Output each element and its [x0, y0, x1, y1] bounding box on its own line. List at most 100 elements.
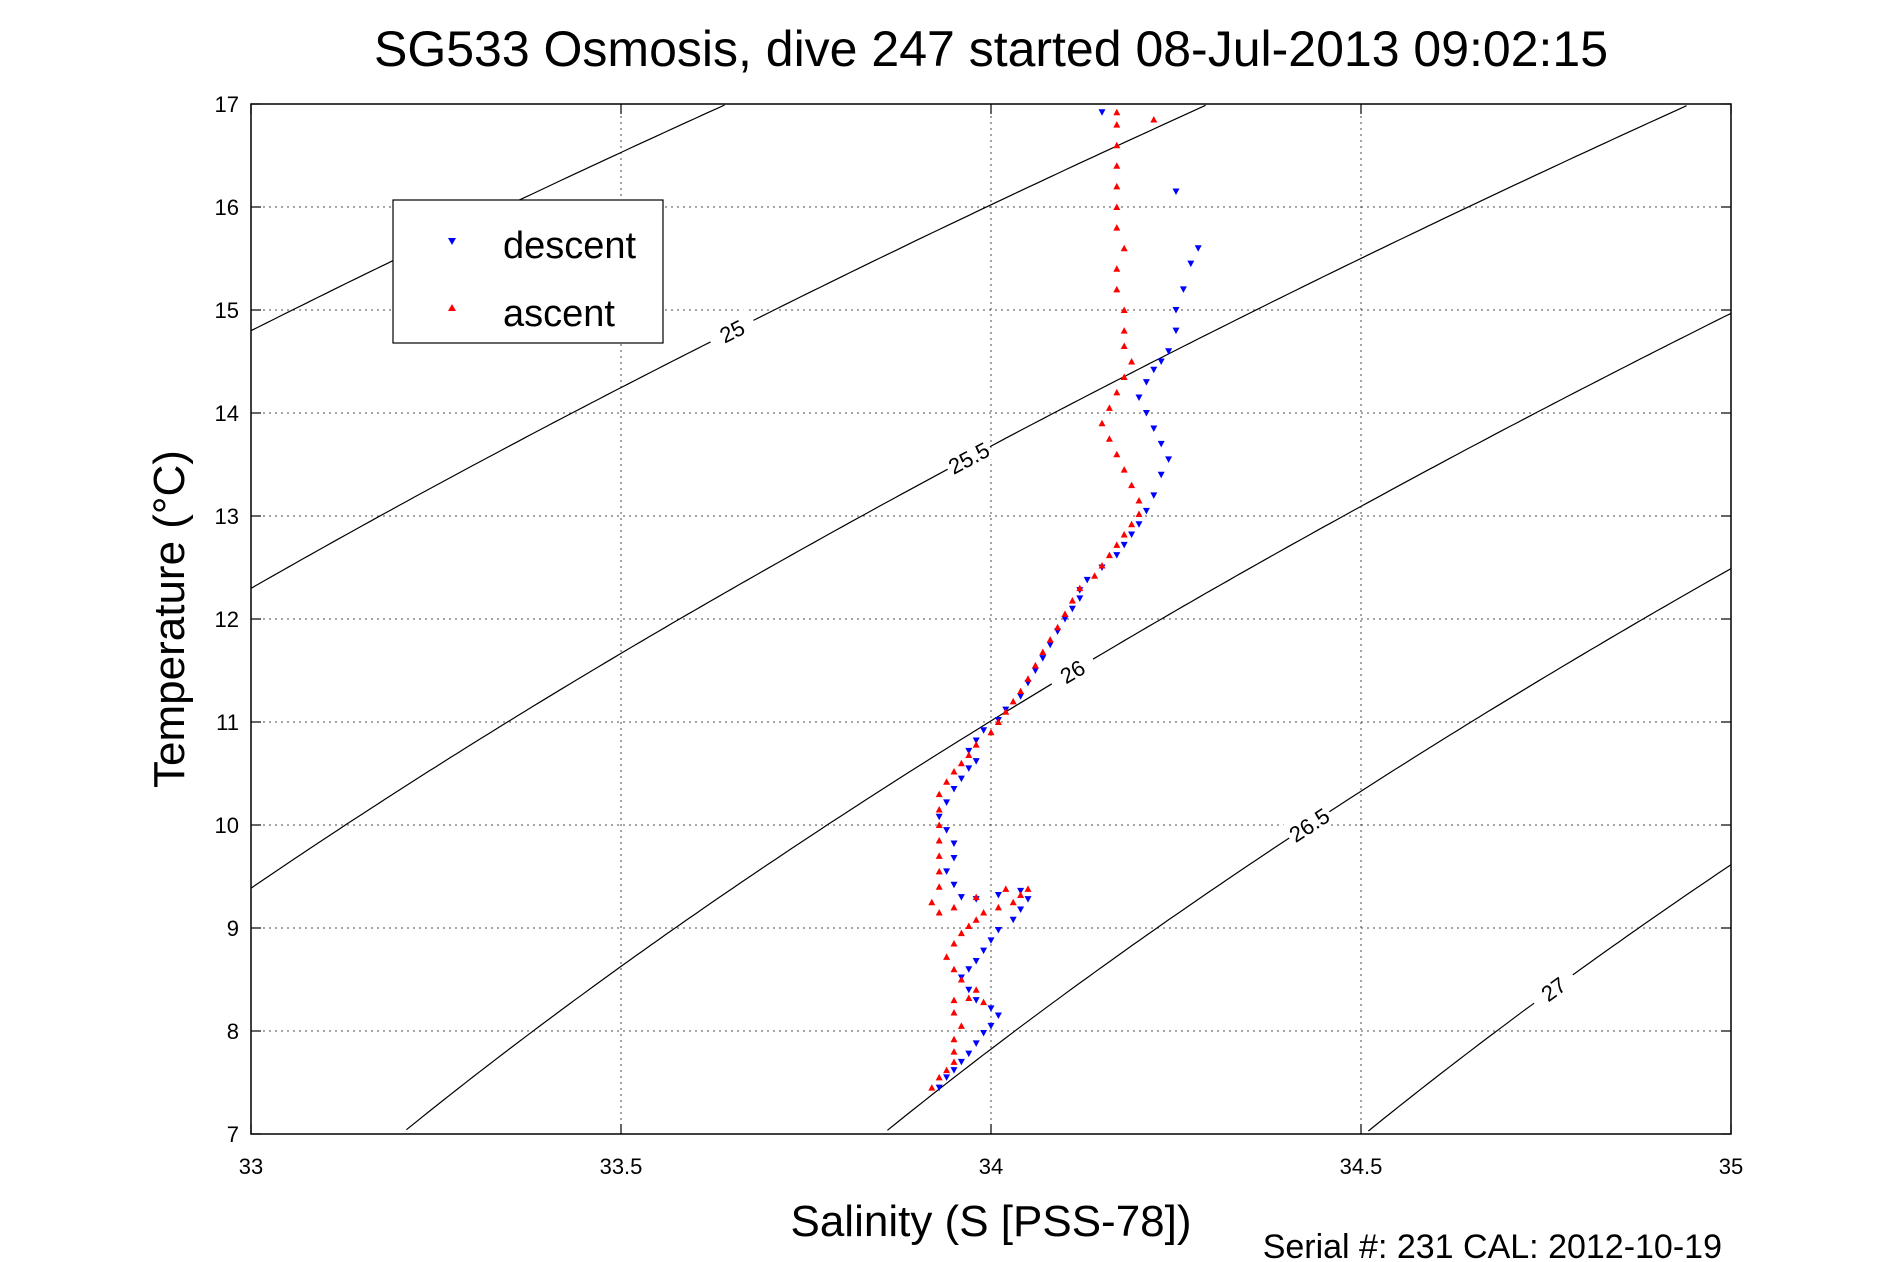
descent-point [1113, 552, 1121, 559]
descent-point [980, 727, 988, 734]
descent-point [1142, 410, 1150, 417]
descent-point [965, 966, 973, 973]
descent-point [1165, 348, 1173, 355]
ascent-point [935, 852, 943, 859]
x-axis-label: Salinity (S [PSS-78]) [790, 1197, 1191, 1246]
ascent-point [1120, 342, 1128, 350]
descent-point [965, 986, 973, 994]
descent-point [950, 1067, 958, 1074]
ascent-point [1098, 561, 1106, 569]
descent-point [1157, 471, 1165, 479]
y-tick-label: 8 [227, 1019, 239, 1044]
ascent-point [1120, 373, 1128, 380]
ascent-point [1135, 510, 1143, 517]
ascent-point [1098, 419, 1106, 427]
ascent-point [935, 909, 943, 916]
ascent-point [1009, 697, 1017, 705]
descent-point [1098, 109, 1106, 116]
descent-point [950, 854, 958, 862]
descent-point [965, 747, 973, 755]
ascent-point [965, 994, 973, 1002]
ascent-point [1150, 115, 1158, 123]
descent-point [1172, 307, 1180, 314]
contour-label-bg [1281, 799, 1336, 849]
descent-point [1128, 531, 1136, 539]
x-tick-label: 34.5 [1340, 1154, 1383, 1179]
ascent-point [950, 903, 958, 911]
descent-point [957, 775, 965, 783]
ascent-point [1120, 244, 1128, 252]
ascent-point [1024, 885, 1032, 892]
y-tick-label: 14 [215, 401, 239, 426]
y-tick-label: 17 [215, 92, 239, 117]
ascent-point [950, 939, 958, 947]
ascent-point [950, 1035, 958, 1043]
ascent-point [957, 1022, 965, 1029]
descent-point [1017, 693, 1025, 700]
ascent-point [1017, 891, 1025, 899]
ascent-point [957, 759, 965, 767]
x-tick-label: 33 [239, 1154, 263, 1179]
ascent-point [1076, 584, 1084, 592]
descent-point [950, 881, 958, 889]
ascent-point [980, 909, 988, 916]
ascent-point [1009, 898, 1017, 906]
ascent-point [972, 916, 980, 923]
ascent-point [972, 986, 980, 993]
ascent-point [994, 718, 1002, 725]
ascent-point [987, 728, 995, 736]
ascent-point [1135, 497, 1143, 504]
ascent-point [1113, 121, 1121, 128]
ascent-point [1113, 541, 1121, 548]
descent-point [1068, 605, 1076, 613]
y-tick-label: 12 [215, 607, 239, 632]
descent-point [980, 1030, 988, 1037]
descent-point [943, 1074, 951, 1081]
descent-point [1194, 245, 1202, 252]
contour-label-bg [1044, 647, 1100, 695]
descent-point [965, 1050, 973, 1058]
y-tick-label: 10 [215, 813, 239, 838]
descent-point [1061, 616, 1069, 623]
descent-point [957, 894, 965, 901]
ascent-point [965, 922, 973, 929]
descent-point [1024, 896, 1032, 903]
descent-point [987, 937, 995, 944]
ascent-point [1024, 675, 1032, 682]
contour-label-bg [941, 434, 996, 480]
ascent-point [1120, 306, 1128, 313]
descent-point [1142, 379, 1150, 386]
ascent-point [935, 867, 943, 875]
descent-point [1135, 521, 1143, 528]
ascent-point [950, 767, 958, 775]
ascent-point [1002, 885, 1010, 892]
descent-point [972, 1040, 980, 1047]
descent-points [935, 109, 1202, 1092]
ascent-point [943, 778, 951, 785]
descent-point [1009, 916, 1017, 924]
descent-point [935, 813, 943, 821]
ascent-point [1120, 531, 1128, 538]
ascent-point [1113, 285, 1121, 293]
ascent-point [935, 821, 943, 828]
descent-point [1046, 641, 1054, 649]
ascent-point [1105, 435, 1113, 442]
ascent-points [928, 108, 1158, 1091]
descent-point [1165, 456, 1173, 463]
descent-point [935, 1084, 943, 1092]
ascent-point [965, 751, 973, 758]
descent-point [1150, 366, 1158, 374]
descent-point [1017, 906, 1025, 913]
descent-point [1142, 507, 1150, 515]
ascent-point [1068, 596, 1076, 604]
y-tick-label: 13 [215, 504, 239, 529]
y-tick-label: 9 [227, 916, 239, 941]
legend-descent-marker [448, 238, 456, 245]
ascent-point [1113, 182, 1121, 190]
ascent-point [1113, 388, 1121, 396]
ascent-point [1061, 610, 1069, 617]
ascent-point [1113, 450, 1121, 458]
contour-label-bg [1525, 963, 1580, 1013]
ascent-point [1128, 358, 1136, 365]
x-tick-label: 33.5 [600, 1154, 643, 1179]
